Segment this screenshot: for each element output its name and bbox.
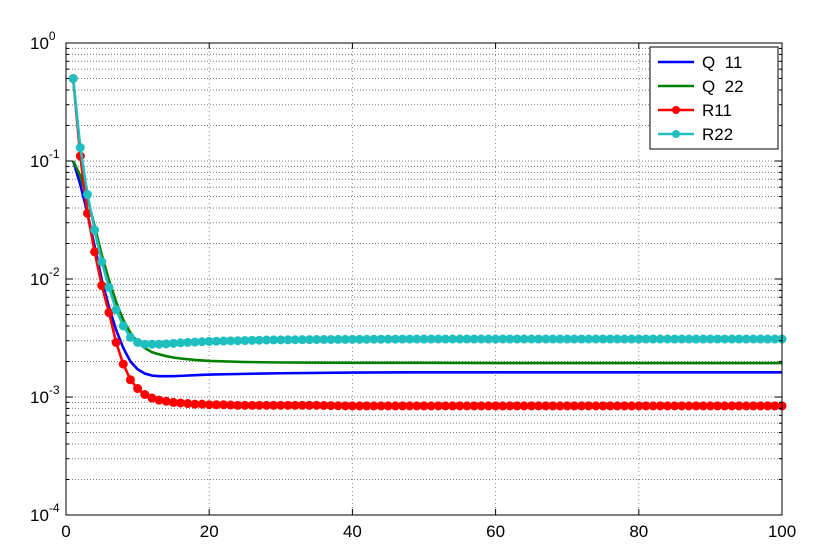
series-marker-2 bbox=[161, 396, 171, 406]
y-tick-label: 100 bbox=[30, 29, 56, 53]
legend-label: Q 22 bbox=[702, 77, 744, 96]
series-marker-2 bbox=[133, 384, 143, 394]
legend-swatch-marker bbox=[672, 106, 680, 114]
axes: 0 20 40 60 80 100 10-4 10-3 10-2 10-1 100 bbox=[30, 29, 796, 541]
x-tick-label: 40 bbox=[343, 522, 362, 541]
series-marker-3 bbox=[125, 332, 135, 342]
legend-box bbox=[649, 46, 779, 150]
x-tick-label: 100 bbox=[768, 522, 796, 541]
series-marker-2 bbox=[140, 389, 150, 399]
series-marker-2 bbox=[125, 375, 135, 385]
series-marker-2 bbox=[118, 359, 128, 369]
legend: Q 11 Q 22 R11 R22 bbox=[649, 46, 779, 150]
series-marker-2 bbox=[111, 337, 121, 347]
series-marker-3 bbox=[75, 143, 85, 153]
x-tick-label: 20 bbox=[200, 522, 219, 541]
series-lines bbox=[68, 74, 787, 411]
y-tick-label: 10-3 bbox=[30, 383, 60, 407]
y-tick-label: 10-1 bbox=[30, 147, 60, 171]
series-marker-3 bbox=[118, 321, 128, 331]
series-marker-3 bbox=[90, 225, 100, 235]
x-tick-label: 80 bbox=[629, 522, 648, 541]
legend-label: R11 bbox=[702, 101, 732, 120]
legend-label: Q 11 bbox=[702, 53, 742, 72]
grid-lines bbox=[66, 43, 782, 515]
x-tick-label: 0 bbox=[61, 522, 70, 541]
series-marker-3 bbox=[111, 305, 121, 315]
legend-label: R22 bbox=[702, 125, 733, 144]
legend-swatch-marker bbox=[672, 130, 680, 138]
series-marker-3 bbox=[68, 74, 78, 84]
series-marker-2 bbox=[90, 247, 100, 257]
y-tick-label: 10-4 bbox=[30, 501, 60, 525]
y-tick-label: 10-2 bbox=[30, 265, 60, 289]
series-marker-3 bbox=[82, 190, 92, 200]
series-marker-3 bbox=[104, 282, 114, 292]
x-tick-label: 60 bbox=[486, 522, 505, 541]
series-marker-3 bbox=[97, 257, 107, 267]
